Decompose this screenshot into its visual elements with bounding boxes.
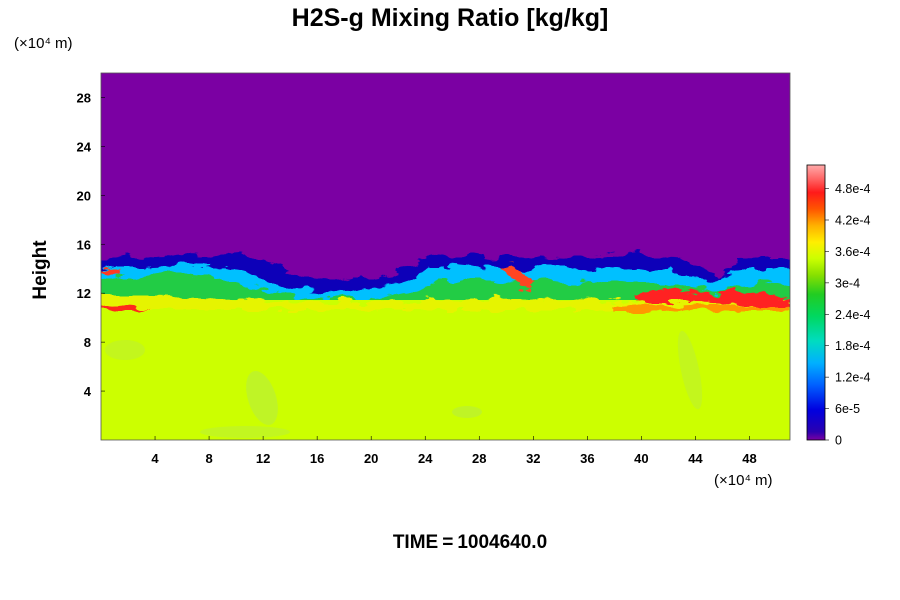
x-tick-label: 16	[310, 451, 324, 466]
colorbar-tick-label: 3e-4	[835, 276, 860, 290]
time-value: 1004640.0	[457, 532, 548, 553]
plot-frame	[100, 72, 791, 441]
x-axis-ticks: 4 8 12 16 20 24 28 32 36 40 44 48	[151, 436, 757, 466]
y-tick-label: 12	[77, 286, 91, 301]
colorbar-tick-label: 1.8e-4	[835, 339, 870, 353]
x-tick-label: 4	[151, 451, 159, 466]
x-tick-label: 28	[472, 451, 486, 466]
chart-title: H2S-g Mixing Ratio [kg/kg]	[291, 4, 609, 32]
x-tick-label: 36	[580, 451, 594, 466]
y-axis-ticks: 4 8 12 16 20 24 28	[77, 90, 105, 399]
y-tick-label: 28	[77, 90, 91, 105]
x-tick-label: 48	[742, 451, 756, 466]
y-tick-label: 4	[84, 384, 92, 399]
lower-layer-streak-3	[200, 426, 290, 438]
y-axis-unit: (×10⁴ m)	[14, 35, 73, 52]
colorbar-tick-label: 1.2e-4	[835, 371, 870, 385]
lower-layer-streak-2	[452, 406, 482, 418]
y-tick-label: 20	[77, 188, 91, 203]
y-tick-label: 16	[77, 237, 91, 252]
colorbar-tick-label: 2.4e-4	[835, 308, 870, 322]
x-tick-label: 24	[418, 451, 433, 466]
orange-filament-right	[612, 304, 790, 312]
colorbar	[806, 164, 826, 441]
time-label-text: TIME	[392, 532, 439, 553]
red-filament-right	[636, 288, 790, 308]
x-tick-label: 8	[205, 451, 212, 466]
red-filament-left	[101, 304, 148, 312]
x-tick-label: 44	[688, 451, 703, 466]
time-equals: =	[442, 532, 454, 553]
heatmap-plot-area	[101, 73, 790, 440]
colorbar-tick-label: 4.2e-4	[835, 214, 870, 228]
colorbar-tick-label: 3.6e-4	[835, 245, 870, 259]
y-tick-label: 24	[77, 139, 92, 154]
lower-layer-streak-4	[677, 330, 703, 410]
lower-layer-streak-5	[105, 340, 145, 360]
colorbar-tick-label: 4.8e-4	[835, 182, 870, 196]
red-filament-left-upper	[101, 268, 122, 276]
y-tick-label: 8	[84, 335, 91, 350]
colorbar-tick-label: 0	[835, 434, 842, 448]
x-tick-label: 40	[634, 451, 648, 466]
x-tick-label: 20	[364, 451, 378, 466]
lower-layer-streak-1	[246, 371, 278, 425]
colorbar-tick-label: 6e-5	[835, 402, 860, 416]
colorbar-ticks: 0 6e-5 1.2e-4 1.8e-4 2.4e-4 3e-4 3.6e-4 4.2e-4 4…	[825, 182, 870, 448]
red-filament-center	[502, 264, 534, 290]
x-axis-unit: (×10⁴ m)	[714, 472, 773, 489]
mixing-band-green	[101, 272, 790, 305]
lower-layer	[101, 300, 790, 440]
x-tick-label: 12	[256, 451, 270, 466]
time-label: TIME = 1004640.0	[0, 532, 900, 554]
x-tick-label: 32	[526, 451, 540, 466]
